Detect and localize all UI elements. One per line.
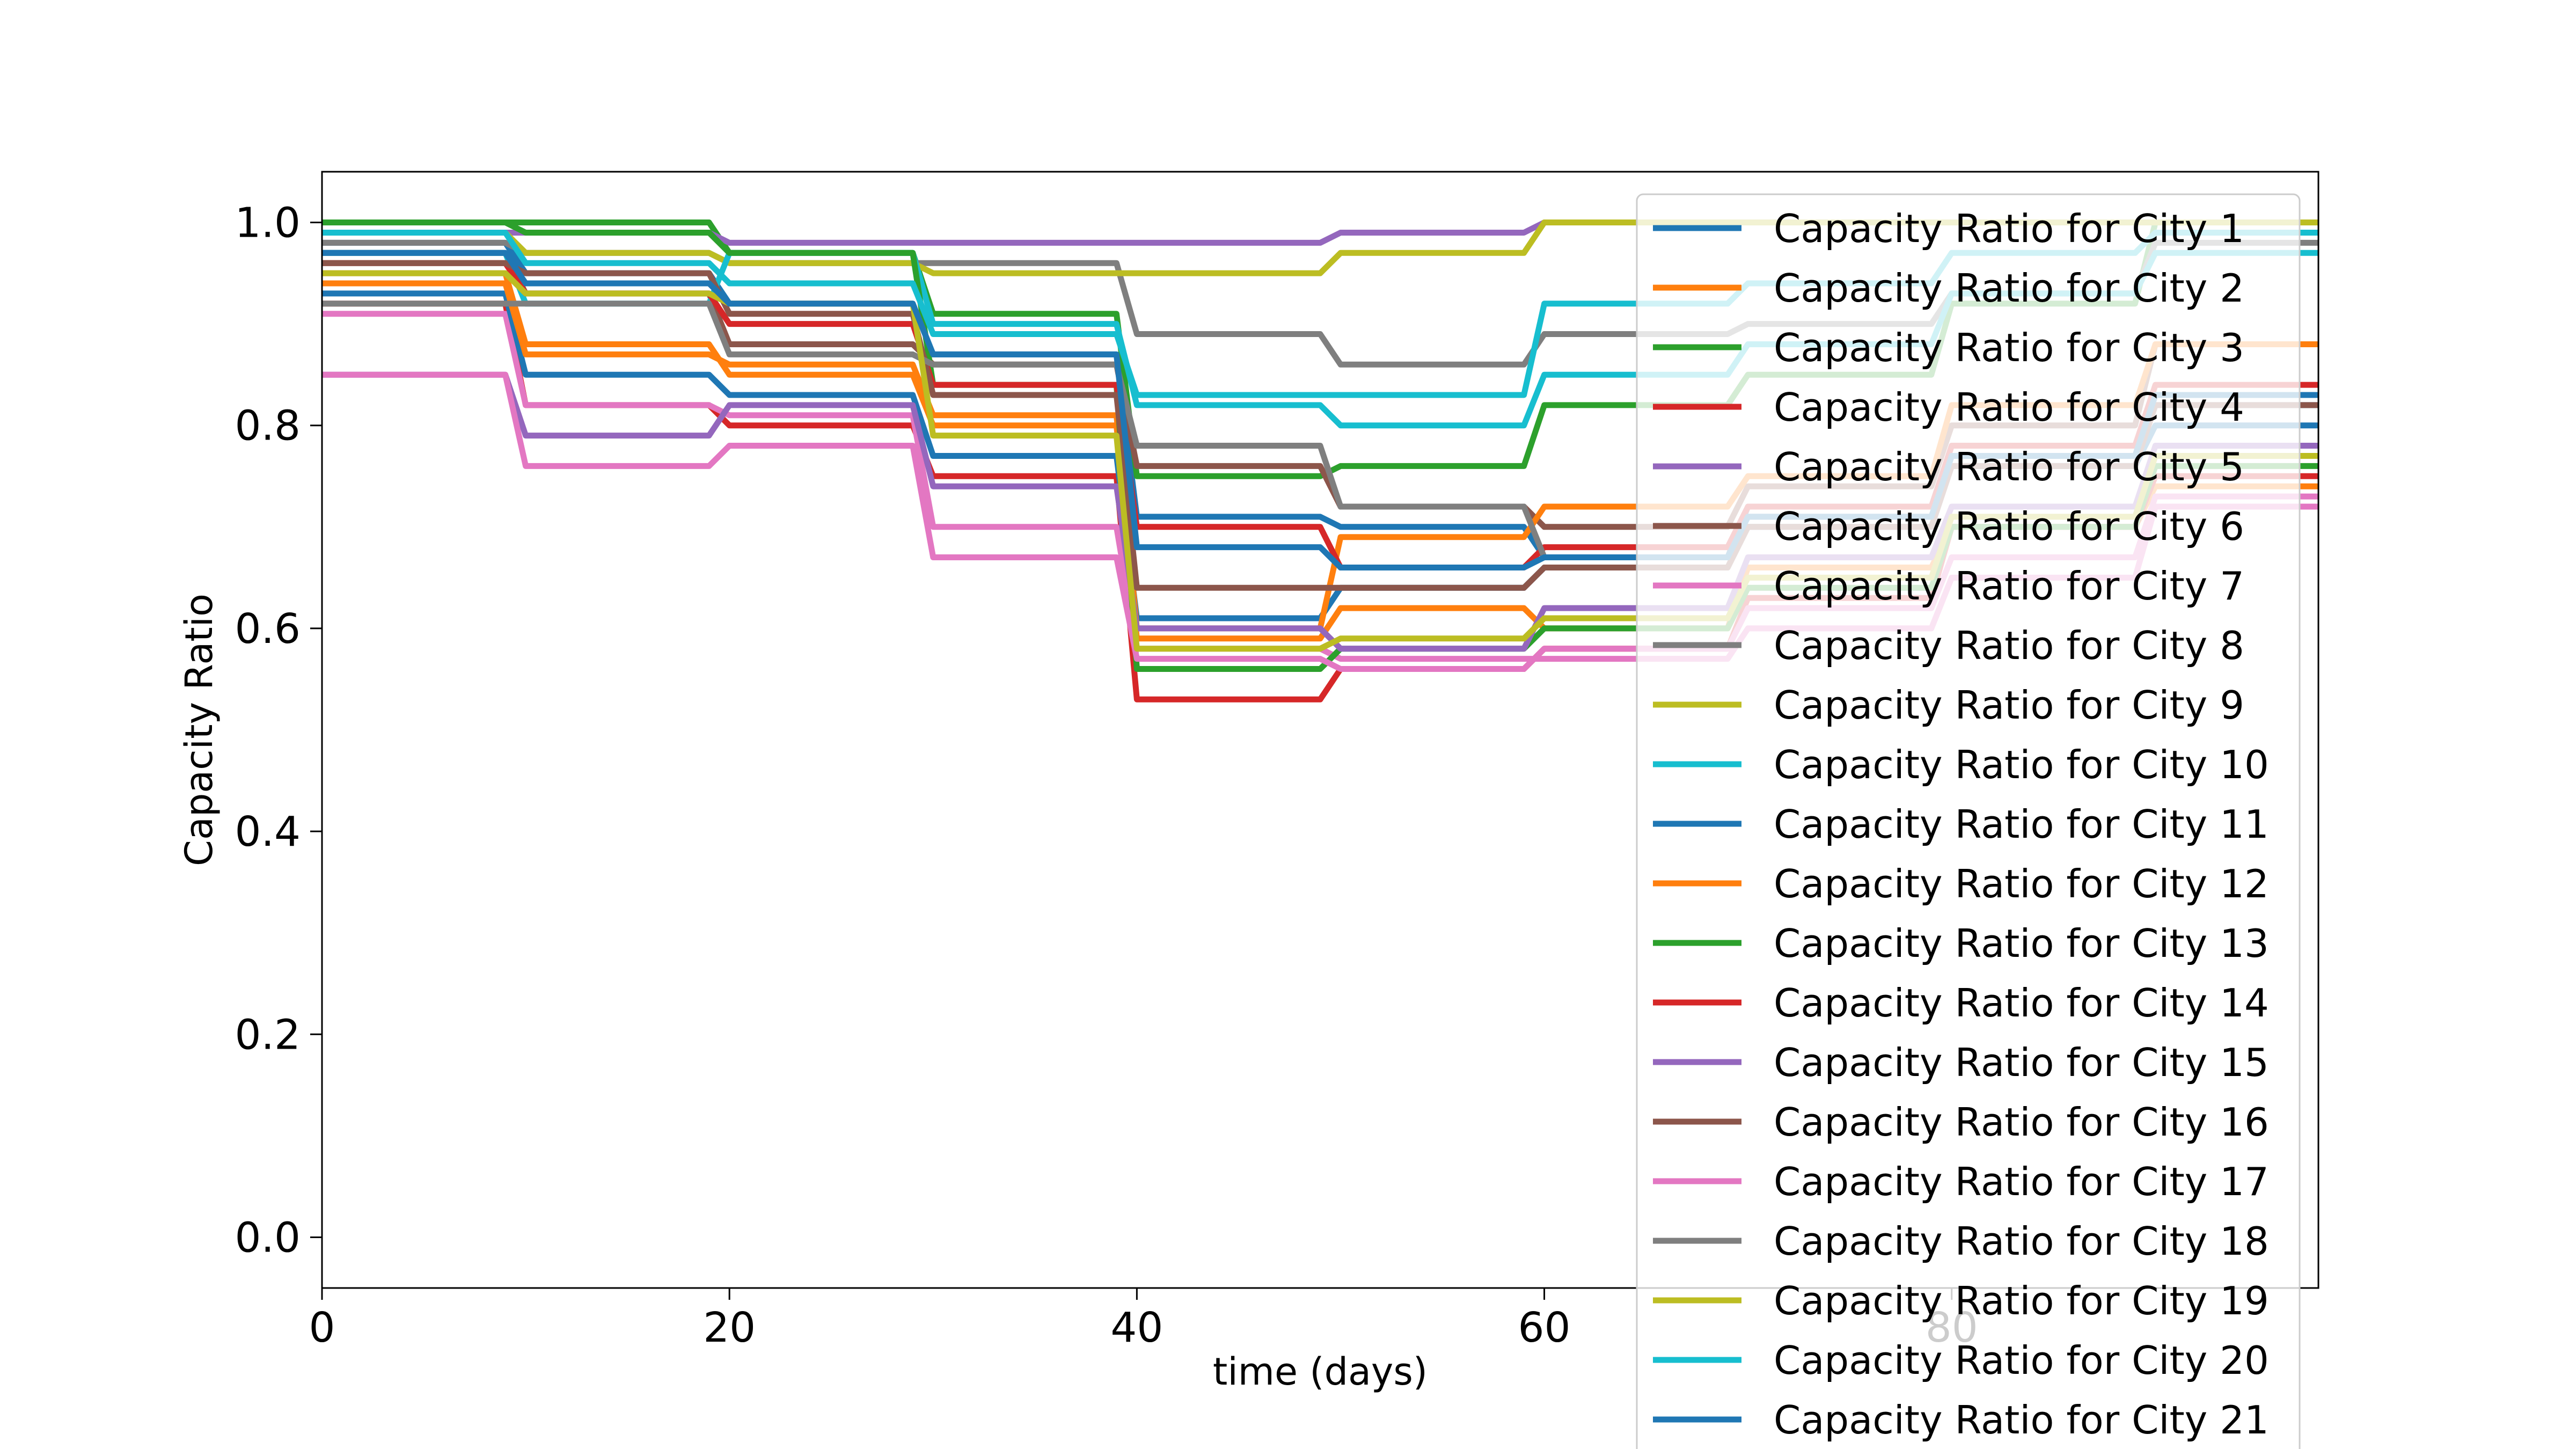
legend-label: Capacity Ratio for City 17 bbox=[1774, 1159, 2269, 1204]
y-axis-ticks: 0.0 0.2 0.4 0.6 0.8 1.0 bbox=[235, 200, 322, 1262]
x-axis-label: time (days) bbox=[1213, 1350, 1428, 1394]
plot-frame bbox=[321, 171, 2319, 1289]
legend-entry: Capacity Ratio for City 15 bbox=[1653, 1040, 2269, 1085]
legend-label: Capacity Ratio for City 5 bbox=[1774, 444, 2244, 489]
legend-entry: Capacity Ratio for City 6 bbox=[1653, 504, 2244, 549]
legend-label: Capacity Ratio for City 14 bbox=[1774, 980, 2269, 1026]
legend: Capacity Ratio for City 1 Capacity Ratio … bbox=[1636, 193, 2301, 1449]
legend-entry: Capacity Ratio for City 1 bbox=[1653, 206, 2244, 251]
legend-entry: Capacity Ratio for City 13 bbox=[1653, 921, 2269, 966]
y-axis-label: Capacity Ratio bbox=[177, 594, 221, 866]
legend-label: Capacity Ratio for City 3 bbox=[1774, 325, 2244, 370]
legend-entry: Capacity Ratio for City 10 bbox=[1653, 742, 2269, 787]
legend-label: Capacity Ratio for City 16 bbox=[1774, 1100, 2269, 1145]
legend-entry: Capacity Ratio for City 12 bbox=[1653, 861, 2269, 906]
legend-label: Capacity Ratio for City 11 bbox=[1774, 802, 2269, 847]
y-tick-label: 1.0 bbox=[235, 200, 301, 247]
legend-label: Capacity Ratio for City 12 bbox=[1774, 861, 2269, 906]
axes bbox=[321, 171, 2319, 1289]
legend-entry: Capacity Ratio for City 20 bbox=[1653, 1338, 2269, 1383]
legend-label: Capacity Ratio for City 13 bbox=[1774, 921, 2269, 966]
x-tick-label: 40 bbox=[1110, 1304, 1163, 1352]
legend-entry: Capacity Ratio for City 3 bbox=[1653, 325, 2244, 370]
legend-entry: Capacity Ratio for City 2 bbox=[1653, 266, 2244, 311]
legend-entry: Capacity Ratio for City 8 bbox=[1653, 623, 2244, 668]
legend-label: Capacity Ratio for City 15 bbox=[1774, 1040, 2269, 1085]
legend-entry: Capacity Ratio for City 4 bbox=[1653, 385, 2244, 430]
y-tick-label: 0.6 bbox=[235, 605, 301, 653]
legend-label: Capacity Ratio for City 8 bbox=[1774, 623, 2244, 668]
legend-label: Capacity Ratio for City 7 bbox=[1774, 564, 2244, 609]
legend-entry: Capacity Ratio for City 18 bbox=[1653, 1219, 2269, 1264]
legend-label: Capacity Ratio for City 21 bbox=[1774, 1397, 2269, 1443]
legend-label: Capacity Ratio for City 2 bbox=[1774, 266, 2244, 311]
legend-label: Capacity Ratio for City 18 bbox=[1774, 1219, 2269, 1264]
legend-box bbox=[1636, 193, 2301, 1449]
x-tick-label: 60 bbox=[1518, 1304, 1571, 1352]
legend-entry: Capacity Ratio for City 11 bbox=[1653, 802, 2269, 847]
x-tick-label: 0 bbox=[309, 1304, 335, 1352]
legend-entry: Capacity Ratio for City 14 bbox=[1653, 980, 2269, 1026]
legend-label: Capacity Ratio for City 10 bbox=[1774, 742, 2269, 787]
legend-entry: Capacity Ratio for City 9 bbox=[1653, 683, 2244, 728]
legend-entry: Capacity Ratio for City 19 bbox=[1653, 1278, 2269, 1323]
x-tick-label: 20 bbox=[703, 1304, 756, 1352]
legend-entry: Capacity Ratio for City 21 bbox=[1653, 1397, 2269, 1443]
y-tick-label: 0.2 bbox=[235, 1011, 301, 1059]
y-tick-label: 0.4 bbox=[235, 808, 301, 856]
legend-label: Capacity Ratio for City 20 bbox=[1774, 1338, 2269, 1383]
legend-label: Capacity Ratio for City 6 bbox=[1774, 504, 2244, 549]
y-tick-label: 0.8 bbox=[235, 402, 301, 450]
legend-label: Capacity Ratio for City 19 bbox=[1774, 1278, 2269, 1323]
legend-entry: Capacity Ratio for City 7 bbox=[1653, 564, 2244, 609]
legend-label: Capacity Ratio for City 4 bbox=[1774, 385, 2244, 430]
legend-label: Capacity Ratio for City 9 bbox=[1774, 683, 2244, 728]
y-tick-label: 0.0 bbox=[235, 1214, 301, 1262]
legend-entry: Capacity Ratio for City 17 bbox=[1653, 1159, 2269, 1204]
legend-label: Capacity Ratio for City 1 bbox=[1774, 206, 2244, 251]
legend-entry: Capacity Ratio for City 5 bbox=[1653, 444, 2244, 489]
legend-entry: Capacity Ratio for City 16 bbox=[1653, 1100, 2269, 1145]
